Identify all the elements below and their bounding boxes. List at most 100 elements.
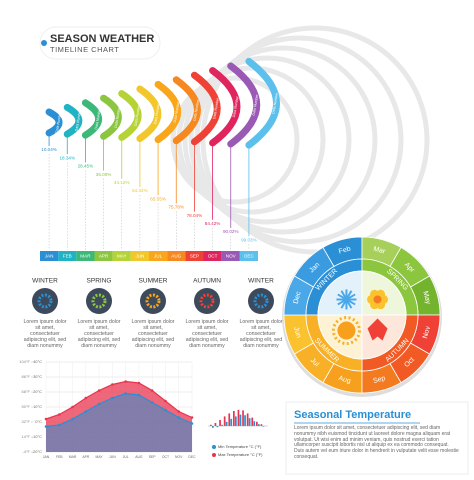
month-label: DEC bbox=[244, 254, 254, 259]
season-name: WINTER bbox=[32, 278, 58, 285]
ghost-ring bbox=[200, 25, 430, 255]
sun bbox=[337, 321, 356, 340]
mini-bar bbox=[216, 426, 219, 428]
point bbox=[71, 417, 74, 421]
season-icon bbox=[253, 293, 269, 309]
title-pill bbox=[39, 26, 161, 60]
point bbox=[164, 399, 167, 403]
percent-label: 90.02% bbox=[223, 229, 239, 234]
mini-bar bbox=[228, 413, 231, 426]
y2-tick-label: 104°F bbox=[19, 359, 30, 364]
wheel-month: May bbox=[421, 290, 431, 305]
point bbox=[111, 396, 114, 400]
timeline-arc bbox=[245, 57, 280, 149]
month-cell bbox=[58, 251, 77, 261]
season-icon bbox=[91, 293, 107, 309]
arc-label: Data Number bbox=[193, 99, 201, 122]
percent-label: 44.12% bbox=[114, 180, 130, 185]
timeline-arc bbox=[118, 90, 142, 141]
month-cell bbox=[76, 251, 95, 261]
y-tick-label: -20°C bbox=[32, 449, 42, 454]
season-icon-bg bbox=[248, 288, 274, 314]
month-label: NOV bbox=[226, 254, 237, 259]
timeline-arc bbox=[63, 103, 83, 138]
mini-bar bbox=[223, 416, 226, 426]
month-label: FEB bbox=[63, 254, 72, 259]
point bbox=[150, 389, 154, 392]
point bbox=[190, 422, 194, 425]
mini-bar bbox=[253, 421, 256, 426]
mini-bar bbox=[258, 424, 260, 426]
percent-label: 18.34% bbox=[59, 155, 75, 160]
wheel-month: Mar bbox=[373, 246, 387, 256]
series-area bbox=[46, 393, 192, 452]
season-icon bbox=[145, 293, 161, 309]
timeline-arc bbox=[81, 99, 103, 139]
mini-bar bbox=[235, 416, 237, 426]
percent-label: 54.34% bbox=[132, 188, 148, 193]
point bbox=[71, 405, 74, 409]
percent-label: 28.45% bbox=[78, 164, 94, 169]
percent-label: 10.04% bbox=[41, 147, 57, 152]
month-label: AUG bbox=[171, 254, 181, 259]
y-tick-label: 20°C bbox=[33, 389, 42, 394]
point bbox=[137, 393, 141, 397]
point bbox=[177, 416, 181, 419]
leaf bbox=[367, 318, 388, 341]
sun-rays bbox=[331, 316, 361, 346]
month-cell bbox=[185, 251, 204, 261]
point bbox=[44, 425, 48, 428]
mini-bar bbox=[210, 424, 212, 426]
point bbox=[137, 381, 141, 385]
mini-bar bbox=[212, 426, 214, 428]
month-label: MAY bbox=[117, 254, 127, 259]
percent-label: 75.78% bbox=[168, 205, 184, 210]
x-tick-label: APR bbox=[82, 455, 90, 459]
month-label: JAN bbox=[45, 254, 54, 259]
x-tick-label: JUN bbox=[109, 455, 116, 459]
title: SEASON WEATHER bbox=[50, 33, 154, 45]
y2-tick-label: 50°F bbox=[22, 404, 31, 409]
snowflake bbox=[340, 290, 353, 309]
mini-bar bbox=[256, 421, 258, 426]
point bbox=[97, 389, 101, 392]
wheel-month: Aug bbox=[338, 375, 352, 385]
season-name: SPRING bbox=[87, 278, 112, 285]
arc-label: Data Number bbox=[153, 102, 161, 125]
y2-tick-label: 68°F bbox=[22, 389, 31, 394]
y-tick-label: 10°C bbox=[33, 404, 42, 409]
point bbox=[124, 380, 127, 383]
arc-label: Data Number bbox=[212, 97, 220, 120]
point bbox=[164, 408, 167, 412]
x-tick-label: NOV bbox=[175, 455, 183, 459]
month-cell bbox=[167, 251, 186, 261]
month-cell bbox=[239, 251, 258, 261]
mini-bar bbox=[214, 423, 217, 426]
y-tick-label: -10°C bbox=[32, 434, 42, 439]
arc-label: Data Number bbox=[173, 100, 181, 123]
mini-bar bbox=[230, 418, 233, 426]
timeline-arc bbox=[136, 85, 162, 142]
season-text: Lorem ipsum dolor sit amet, consectetuer… bbox=[131, 319, 175, 349]
season-text: Lorem ipsum dolor sit amet, consectetuer… bbox=[77, 319, 121, 349]
season-icon-bg bbox=[194, 288, 220, 314]
season-icon bbox=[37, 293, 53, 309]
mini-bar bbox=[246, 413, 249, 426]
point bbox=[57, 423, 61, 427]
season-name: WINTER bbox=[248, 278, 274, 285]
arc-label: Data Number bbox=[94, 107, 102, 130]
month-label: OCT bbox=[208, 254, 218, 259]
timeline-arc bbox=[45, 108, 63, 137]
mini-bar bbox=[248, 418, 251, 426]
ghost-ring bbox=[188, 45, 378, 235]
arc-label: Data Number bbox=[232, 95, 240, 118]
arc-label: Data Number bbox=[271, 92, 279, 115]
wheel-month: Jul bbox=[309, 357, 321, 369]
month-label: APR bbox=[99, 254, 109, 259]
x-tick-label: MAY bbox=[96, 455, 104, 459]
season-text: Lorem ipsum dolor sit amet, consectetuer… bbox=[23, 319, 67, 349]
point bbox=[124, 392, 127, 395]
point bbox=[150, 401, 154, 404]
month-cell bbox=[203, 251, 222, 261]
season-icon-bg bbox=[140, 288, 166, 314]
